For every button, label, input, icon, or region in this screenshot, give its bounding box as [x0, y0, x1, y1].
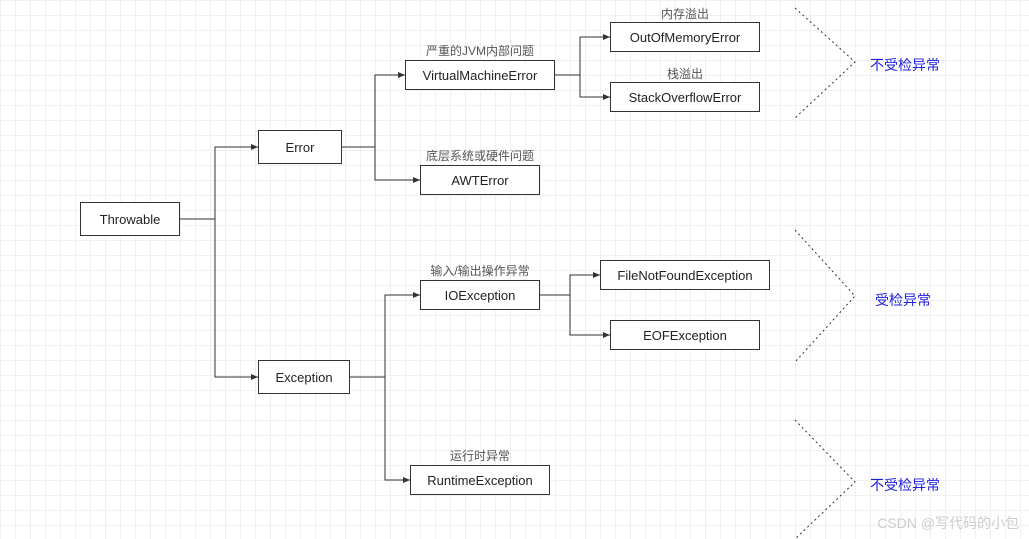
node-throwable: Throwable: [80, 202, 180, 236]
node-label: FileNotFoundException: [617, 268, 752, 283]
annotation-checked: 受检异常: [875, 290, 931, 310]
annotation-unchecked-2: 不受检异常: [870, 475, 940, 495]
node-soe: StackOverflowError: [610, 82, 760, 112]
node-ioexc: IOException: [420, 280, 540, 310]
node-label: AWTError: [451, 173, 508, 188]
caption-oom: 内存溢出: [610, 5, 760, 22]
node-label: Exception: [275, 370, 332, 385]
node-fnf: FileNotFoundException: [600, 260, 770, 290]
caption-runtime: 运行时异常: [410, 447, 550, 464]
node-vmerror: VirtualMachineError: [405, 60, 555, 90]
annotation-unchecked-1: 不受检异常: [870, 55, 940, 75]
node-error: Error: [258, 130, 342, 164]
node-label: RuntimeException: [427, 473, 533, 488]
node-label: IOException: [445, 288, 516, 303]
node-runtime: RuntimeException: [410, 465, 550, 495]
diagram-canvas: Throwable Error Exception 严重的JVM内部问题 Vir…: [0, 0, 1029, 539]
caption-ioexc: 输入/输出操作异常: [420, 262, 540, 279]
caption-vmerror: 严重的JVM内部问题: [405, 42, 555, 59]
node-label: StackOverflowError: [629, 90, 742, 105]
node-label: EOFException: [643, 328, 727, 343]
node-eof: EOFException: [610, 320, 760, 350]
caption-soe: 栈溢出: [610, 65, 760, 82]
node-exception: Exception: [258, 360, 350, 394]
node-awterror: AWTError: [420, 165, 540, 195]
node-label: Error: [286, 140, 315, 155]
node-label: OutOfMemoryError: [630, 30, 741, 45]
watermark: CSDN @写代码的小包: [877, 513, 1019, 533]
node-label: Throwable: [100, 212, 161, 227]
node-oom: OutOfMemoryError: [610, 22, 760, 52]
node-label: VirtualMachineError: [423, 68, 538, 83]
caption-awterror: 底层系统或硬件问题: [420, 147, 540, 164]
